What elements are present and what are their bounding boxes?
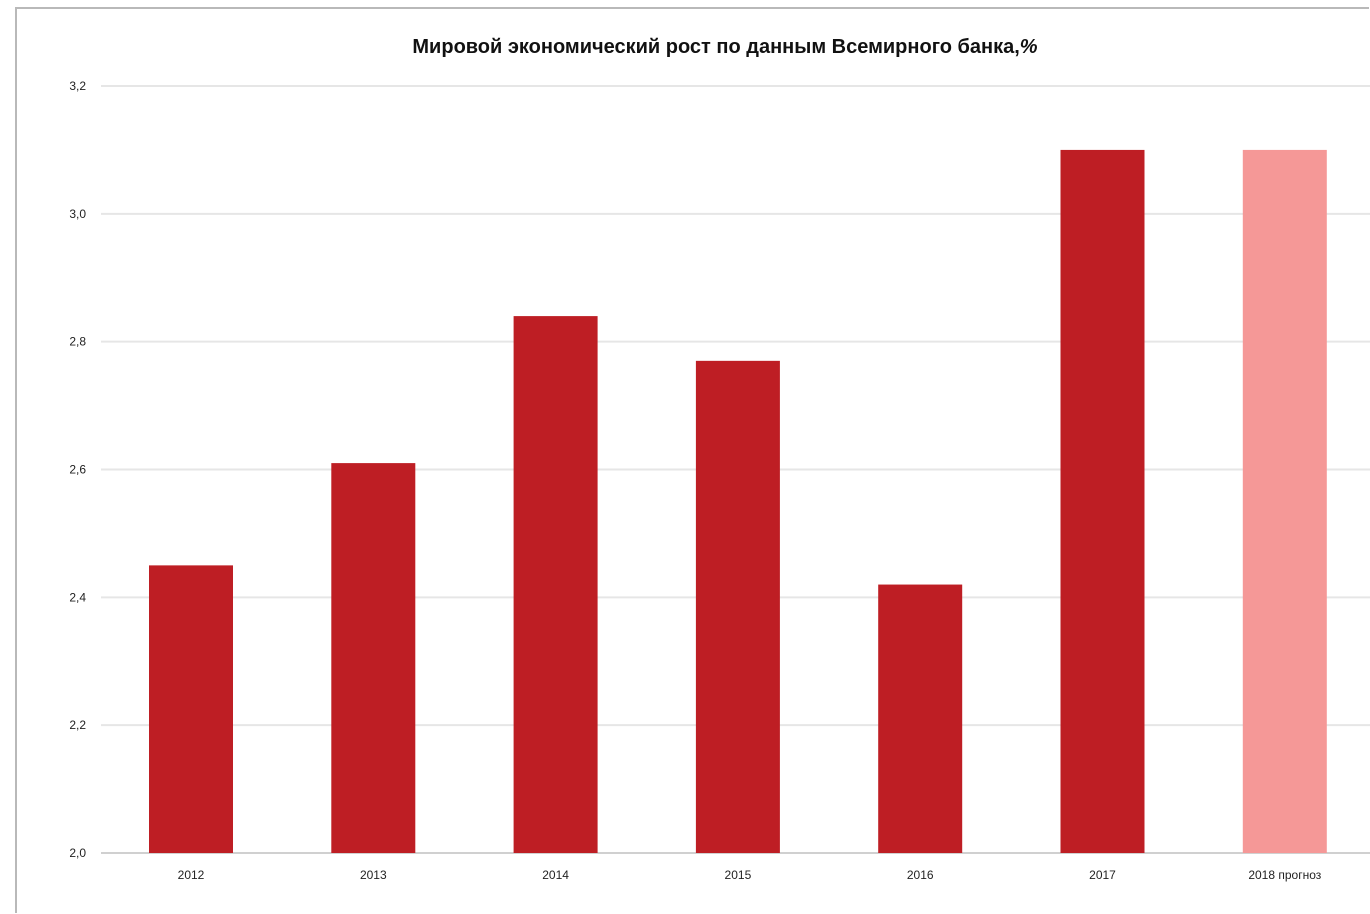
x-tick-label: 2017 (1089, 868, 1116, 882)
y-tick-label: 2,4 (69, 590, 86, 604)
y-tick-label: 3,0 (69, 207, 86, 221)
chart-title-text: Мировой экономический рост по данным Все… (412, 36, 1020, 58)
x-axis: 2012 2013 2014 2015 2016 2017 2018 прогноз (178, 868, 1322, 882)
bar-2016 (878, 584, 963, 853)
y-tick-label: 3,2 (69, 79, 86, 93)
x-tick-label: 2016 (907, 868, 934, 882)
x-tick-label: 2012 (178, 868, 205, 882)
bar-2018-прогноз (1242, 149, 1327, 853)
x-tick-label: 2015 (725, 868, 752, 882)
bar-2014 (513, 316, 598, 854)
y-tick-label: 2,2 (69, 718, 86, 732)
y-tick-label: 2,0 (69, 846, 86, 860)
x-tick-label: 2018 прогноз (1248, 868, 1321, 882)
y-axis: 2,0 2,2 2,4 2,6 2,8 3,0 3,2 (69, 79, 86, 860)
bar-2013 (331, 463, 416, 853)
chart-title: Мировой экономический рост по данным Все… (0, 36, 1370, 59)
x-tick-label: 2013 (360, 868, 387, 882)
bar-2012 (149, 565, 233, 853)
y-tick-label: 2,8 (69, 335, 86, 349)
x-tick-label: 2014 (542, 868, 569, 882)
y-tick-label: 2,6 (69, 463, 86, 477)
bar-2015 (695, 360, 780, 853)
bar-2017 (1060, 149, 1145, 853)
chart-title-unit: % (1019, 36, 1038, 58)
bars (149, 149, 1327, 854)
